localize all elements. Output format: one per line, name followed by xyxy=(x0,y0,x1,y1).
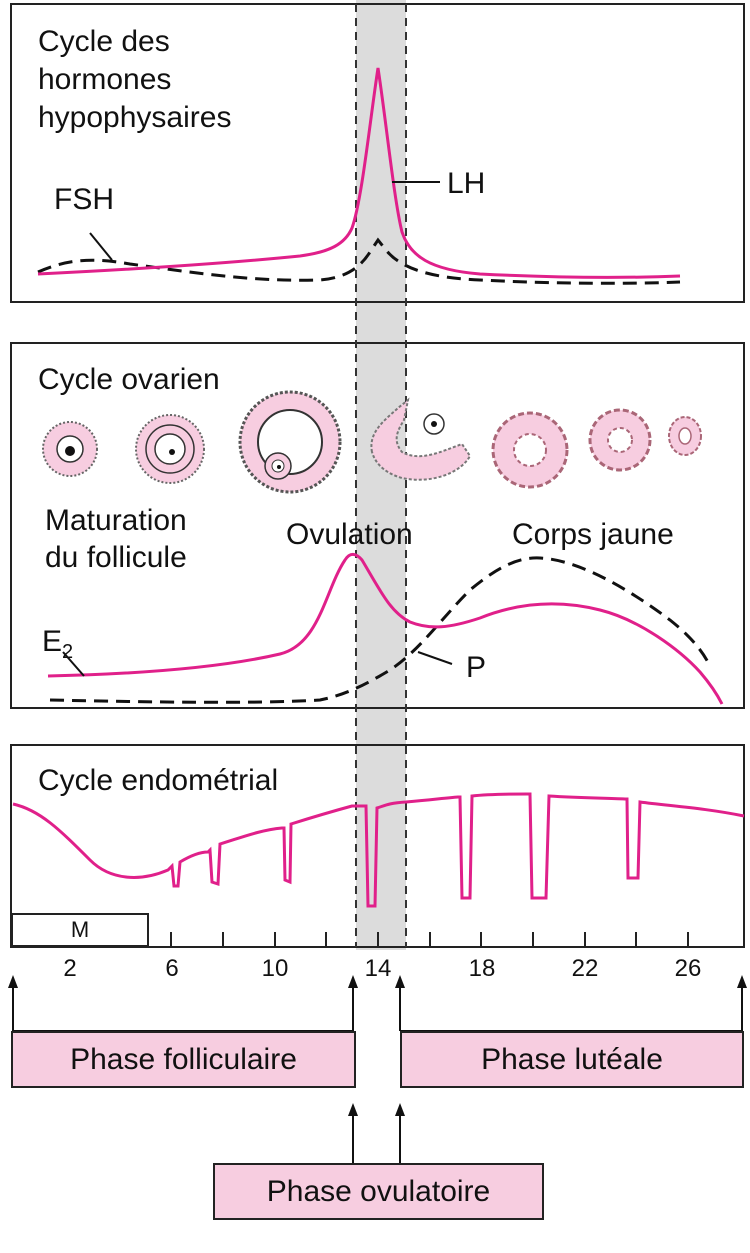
e2-letter: E xyxy=(42,625,63,658)
follicular-phase-box: Phase folliculaire xyxy=(11,1031,356,1088)
follicle-secondary-icon xyxy=(135,414,205,484)
lh-label: LH xyxy=(447,167,486,200)
endometrial-title: Cycle endométrial xyxy=(38,764,279,797)
e2-subscript: 2 xyxy=(62,641,74,663)
fsh-curve xyxy=(37,237,681,285)
follicle-graafian-icon xyxy=(238,390,342,494)
hormones-title-line3: hypophysaires xyxy=(38,101,232,134)
ovarian-title: Cycle ovarien xyxy=(38,363,220,396)
follicle-primary-icon xyxy=(42,421,98,477)
corps-jaune-label: Corps jaune xyxy=(512,518,674,551)
luteal-phase-label: Phase lutéale xyxy=(481,1042,663,1076)
hormones-panel-frame xyxy=(10,3,745,303)
lh-curve xyxy=(37,67,681,279)
estradiol-curve xyxy=(47,552,724,705)
menstruation-box: M xyxy=(11,913,149,947)
hormones-title-line1: Cycle des xyxy=(38,25,170,58)
p-leader xyxy=(417,651,453,665)
ovarian-panel-frame xyxy=(10,342,745,709)
fsh-label: FSH xyxy=(54,183,114,216)
follicular-phase-label: Phase folliculaire xyxy=(70,1042,297,1076)
tick-label-14: 14 xyxy=(364,955,392,982)
ovulatory-phase-label: Phase ovulatoire xyxy=(266,1174,491,1208)
tick-label-18: 18 xyxy=(468,955,496,982)
fsh-leader xyxy=(89,232,113,261)
tick-label-26: 26 xyxy=(674,955,702,982)
ovulatory-phase-box: Phase ovulatoire xyxy=(213,1163,544,1220)
corpus-luteum-medium-icon xyxy=(588,408,652,472)
progesterone-curve xyxy=(49,556,712,704)
tick-label-6: 6 xyxy=(165,955,179,982)
ovulation-label: Ovulation xyxy=(286,518,413,551)
tick-label-10: 10 xyxy=(261,955,289,982)
tick-label-22: 22 xyxy=(571,955,599,982)
maturation-label-line1: Maturation xyxy=(45,504,187,537)
p-label: P xyxy=(466,651,487,684)
luteal-phase-box: Phase lutéale xyxy=(400,1031,744,1088)
tick-label-2: 2 xyxy=(63,955,77,982)
e2-label: E2 xyxy=(42,624,73,670)
hormones-title-line2: hormones xyxy=(38,63,172,96)
endometrium-curve xyxy=(12,792,745,908)
maturation-label-line2: du follicule xyxy=(45,541,187,574)
ruptured-follicle-icon xyxy=(370,397,472,481)
corpus-albicans-icon xyxy=(668,416,702,456)
corpus-luteum-large-icon xyxy=(491,411,569,489)
e2-leader xyxy=(62,651,85,677)
menstruation-label: M xyxy=(70,917,90,942)
